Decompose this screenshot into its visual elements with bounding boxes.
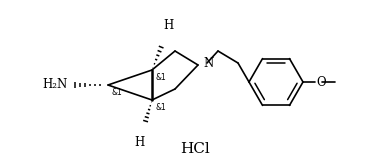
Text: &1: &1 <box>111 88 122 97</box>
Text: H: H <box>134 136 144 149</box>
Text: H₂N: H₂N <box>43 77 68 91</box>
Text: H: H <box>163 19 173 32</box>
Text: HCl: HCl <box>180 142 210 156</box>
Text: O: O <box>316 75 326 89</box>
Text: &1: &1 <box>155 103 166 112</box>
Text: N: N <box>203 56 213 69</box>
Text: &1: &1 <box>155 73 166 82</box>
